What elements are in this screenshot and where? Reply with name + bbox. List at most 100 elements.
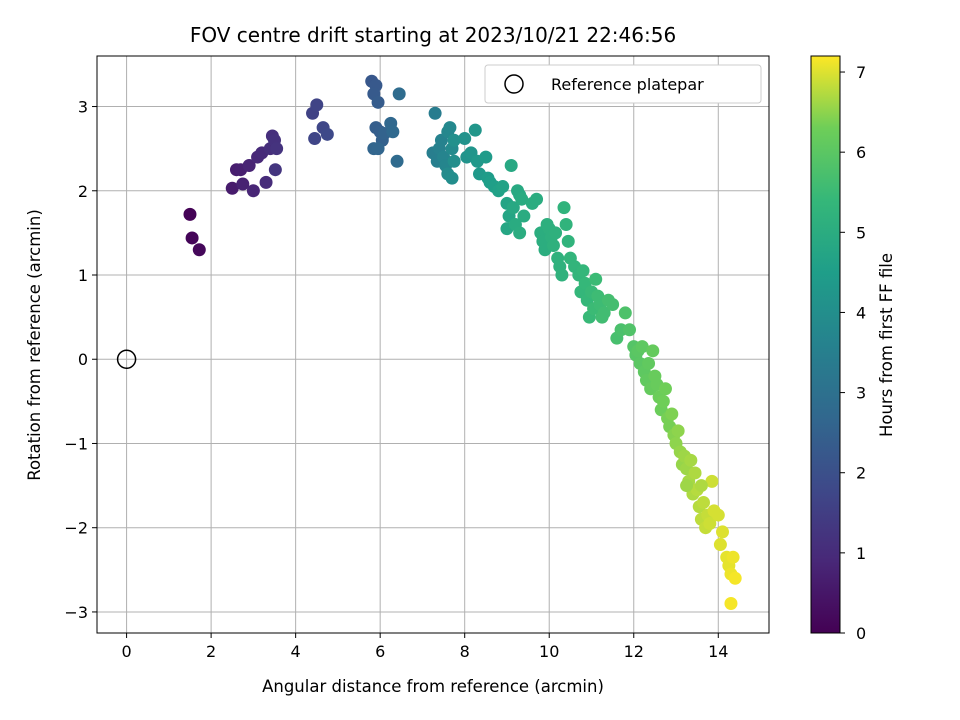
- data-point: [445, 171, 459, 185]
- data-point: [665, 407, 679, 421]
- data-point: [428, 106, 442, 120]
- data-point: [705, 474, 719, 488]
- data-point: [447, 154, 461, 168]
- data-point: [185, 231, 199, 245]
- data-point: [268, 163, 282, 177]
- data-point: [635, 340, 649, 354]
- x-tick-label: 4: [291, 642, 301, 661]
- data-point: [688, 466, 702, 480]
- data-point: [557, 201, 571, 215]
- data-point: [308, 132, 322, 146]
- colorbar: 0 1 2 3 4 5 6 7 Hours from first FF file: [810, 55, 896, 643]
- data-point: [555, 268, 569, 282]
- data-point: [506, 201, 520, 215]
- y-tick-label: −2: [64, 519, 88, 538]
- data-point: [680, 479, 694, 493]
- x-tick-label: 2: [206, 642, 216, 661]
- colorbar-tick-label: 2: [856, 464, 866, 483]
- colorbar-ticks: 0 1 2 3 4 5 6 7: [840, 63, 866, 643]
- colorbar-tick-label: 4: [856, 303, 866, 322]
- x-tick-label: 8: [460, 642, 470, 661]
- x-tick-label: 6: [375, 642, 385, 661]
- colorbar-label: Hours from first FF file: [877, 253, 896, 437]
- data-point: [371, 142, 385, 156]
- data-point: [606, 297, 620, 311]
- data-point: [504, 159, 518, 173]
- data-point: [716, 525, 730, 539]
- data-point: [259, 175, 273, 189]
- colorbar-tick-label: 5: [856, 223, 866, 242]
- data-point: [496, 180, 510, 194]
- y-tick-label: −3: [64, 603, 88, 622]
- data-point: [270, 142, 284, 156]
- data-point: [703, 516, 717, 530]
- y-tick-label: 2: [78, 182, 88, 201]
- data-point: [658, 382, 672, 396]
- scatter-points: [183, 74, 742, 611]
- data-point: [246, 184, 260, 198]
- data-point: [589, 272, 603, 286]
- legend-label: Reference platepar: [551, 75, 704, 94]
- data-point: [386, 125, 400, 139]
- x-tick-label: 0: [121, 642, 131, 661]
- y-tick-label: 1: [78, 266, 88, 285]
- data-point: [236, 177, 250, 191]
- legend: Reference platepar: [484, 64, 762, 104]
- data-point: [530, 192, 544, 206]
- data-point: [711, 508, 725, 522]
- data-point: [392, 87, 406, 101]
- data-point: [726, 550, 740, 564]
- data-point: [646, 344, 660, 358]
- data-point: [192, 243, 206, 257]
- data-point: [183, 207, 197, 221]
- data-point: [561, 234, 575, 248]
- data-point: [517, 209, 531, 223]
- data-point: [513, 226, 527, 240]
- plot-frame: [96, 55, 770, 634]
- data-point: [713, 538, 727, 552]
- data-point: [447, 133, 461, 147]
- colorbar-tick-label: 3: [856, 384, 866, 403]
- x-axis-ticks: 0 2 4 6 8 10 12 14: [121, 633, 728, 661]
- data-point: [225, 181, 239, 195]
- x-axis-label: Angular distance from reference (arcmin): [262, 677, 604, 696]
- data-point: [546, 239, 560, 253]
- y-tick-label: 3: [78, 98, 88, 117]
- reference-point-marker: [116, 349, 137, 369]
- data-point: [310, 98, 324, 112]
- data-point: [597, 306, 611, 320]
- colorbar-tick-label: 1: [856, 544, 866, 563]
- legend-marker: [504, 74, 524, 94]
- data-point: [371, 95, 385, 109]
- data-point: [443, 121, 457, 135]
- colorbar-gradient: [810, 55, 841, 634]
- data-point: [642, 356, 656, 370]
- data-point: [242, 159, 256, 173]
- data-point: [559, 217, 573, 231]
- data-point: [656, 394, 670, 408]
- data-point: [458, 132, 472, 146]
- x-tick-label: 12: [624, 642, 644, 661]
- data-point: [694, 479, 708, 493]
- data-point: [696, 495, 710, 509]
- colorbar-tick-label: 0: [856, 624, 866, 643]
- data-point: [468, 123, 482, 137]
- colorbar-tick-label: 6: [856, 143, 866, 162]
- data-point: [576, 264, 590, 278]
- y-axis-label: Rotation from reference (arcmin): [25, 209, 44, 481]
- data-point: [623, 323, 637, 337]
- grid-lines: [97, 56, 769, 633]
- data-point: [320, 127, 334, 141]
- x-tick-label: 14: [708, 642, 728, 661]
- colorbar-tick-label: 7: [856, 63, 866, 82]
- y-tick-label: 0: [78, 350, 88, 369]
- y-tick-label: −1: [64, 434, 88, 453]
- data-point: [684, 453, 698, 467]
- data-point: [728, 571, 742, 585]
- data-point: [724, 597, 738, 611]
- data-point: [479, 150, 493, 164]
- data-point: [618, 306, 632, 320]
- data-point: [515, 192, 529, 206]
- data-point: [549, 226, 563, 240]
